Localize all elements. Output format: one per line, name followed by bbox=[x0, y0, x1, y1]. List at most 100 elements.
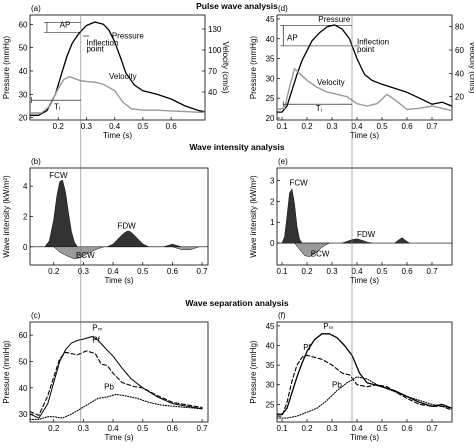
x-tick-label: 0.2 bbox=[48, 424, 60, 433]
panel-b: 0.2 0.3 0.4 0.5 0.6 0.7 0 2 4 Time (s) Wave intens… bbox=[2, 157, 209, 285]
annotation-label: point bbox=[86, 45, 104, 54]
annotation-label: Tᵢ bbox=[54, 103, 60, 112]
series-area-0 bbox=[281, 188, 303, 244]
x-tick-label: 0.3 bbox=[326, 122, 338, 131]
x-tick-label: 0.2 bbox=[301, 122, 313, 131]
y-tick-label: 4 bbox=[23, 182, 28, 191]
section-title-wave-intensity: Wave intensity analysis bbox=[189, 142, 284, 152]
series-area-4 bbox=[172, 246, 200, 251]
annotation-label: Inflection bbox=[86, 38, 118, 47]
annotation-label: Tᵢ bbox=[316, 104, 322, 113]
x-tick-label: 0.5 bbox=[376, 424, 388, 433]
y-tick-label: 40 bbox=[19, 384, 28, 393]
x-tick-label: 0.4 bbox=[108, 424, 120, 433]
plot-area bbox=[30, 179, 208, 260]
panels: 0.2 0.3 0.4 0.5 0.620304050604070100130Time … bbox=[2, 4, 474, 442]
y-tick-label: 30 bbox=[19, 90, 28, 99]
series-area-1 bbox=[53, 246, 105, 260]
x-tick-label: 0.6 bbox=[401, 424, 413, 433]
x-tick-label: 0.3 bbox=[78, 267, 90, 276]
x-tick-label: 0.5 bbox=[376, 267, 388, 276]
y-tick-label: 2 bbox=[23, 213, 28, 222]
x-tick-label: 0.6 bbox=[401, 267, 413, 276]
y-tick-label: 45 bbox=[266, 322, 275, 331]
x-axis-label: Time (s) bbox=[350, 131, 379, 140]
markers-a bbox=[31, 22, 90, 104]
y-tick-label: 60 bbox=[19, 331, 28, 340]
x-tick-label: 0.6 bbox=[167, 267, 179, 276]
y-axis-label: Wave intensity (kW/m²) bbox=[2, 175, 11, 258]
y-tick-label: 40 bbox=[266, 35, 275, 44]
plot-area bbox=[30, 21, 205, 116]
series-line-1 bbox=[30, 350, 203, 416]
series-line-0 bbox=[277, 333, 452, 415]
y-axis-label: Pressure (mmHg) bbox=[2, 36, 11, 99]
x-tick-label: 0.7 bbox=[426, 267, 438, 276]
x-tick-label: 0.3 bbox=[81, 122, 93, 131]
y-tick-label: 3 bbox=[270, 177, 275, 186]
y-right-axis-label: Velocity (cm/s) bbox=[468, 41, 474, 93]
annotation-label: FCW bbox=[290, 179, 309, 188]
panel-f: 0.1 0.2 0.3 0.4 0.5 0.6 0.7 25 30 35 40 45 Time (s) P… bbox=[249, 311, 453, 442]
x-tick-label: 0.5 bbox=[376, 122, 388, 131]
x-tick-label: 0.1 bbox=[276, 122, 288, 131]
annotation-label: FDW bbox=[357, 230, 376, 239]
x-tick-label: 0.2 bbox=[301, 424, 313, 433]
y-axis-label: Wave intensity (kW/m²) bbox=[249, 175, 258, 258]
y-tick-label: 0 bbox=[270, 239, 275, 248]
x-tick-label: 0.7 bbox=[426, 424, 438, 433]
y-right-tick-label: 80 bbox=[455, 23, 464, 32]
x-tick-label: 0.5 bbox=[137, 122, 149, 131]
plot-frame bbox=[29, 14, 206, 121]
x-tick-label: 0.5 bbox=[137, 267, 149, 276]
y-right-tick-label: 130 bbox=[208, 25, 222, 34]
annotation-label: Inflection bbox=[357, 38, 389, 47]
x-tick-label: 0.3 bbox=[326, 267, 338, 276]
plot-frame bbox=[29, 321, 209, 423]
series-area-3 bbox=[163, 243, 182, 248]
annotation-label: FDW bbox=[118, 222, 137, 231]
y-tick-label: 30 bbox=[19, 410, 28, 419]
annotation-label: Pressure bbox=[318, 15, 351, 24]
panel-label: (b) bbox=[31, 157, 41, 166]
annotation-label: AP bbox=[287, 33, 298, 42]
y-right-tick-label: 70 bbox=[208, 67, 217, 76]
section-title-separation: Wave separation analysis bbox=[185, 298, 288, 308]
annotation-label: AP bbox=[60, 21, 71, 30]
y-tick-label: 1 bbox=[270, 218, 275, 227]
y-tick-label: 20 bbox=[266, 114, 275, 123]
series-area-0 bbox=[44, 179, 78, 248]
series-line-2 bbox=[277, 376, 452, 419]
x-tick-label: 0.4 bbox=[351, 267, 363, 276]
markers-d bbox=[280, 25, 360, 108]
plot-frame bbox=[276, 321, 453, 423]
x-tick-label: 0.7 bbox=[197, 424, 209, 433]
y-right-tick-label: 100 bbox=[208, 46, 222, 55]
x-tick-label: 0.5 bbox=[137, 424, 149, 433]
y-tick-label: 40 bbox=[19, 67, 28, 76]
plot-area bbox=[277, 333, 452, 419]
annotation-label: Velocity bbox=[109, 72, 137, 81]
panel-label: (e) bbox=[278, 157, 288, 166]
x-tick-label: 0.1 bbox=[276, 267, 288, 276]
annotation-label: BCW bbox=[311, 250, 330, 259]
series-line-1 bbox=[277, 354, 452, 417]
y-axis-label: Pressure (mmHg) bbox=[2, 340, 11, 403]
series-line-0 bbox=[30, 336, 203, 419]
x-tick-label: 0.4 bbox=[108, 267, 120, 276]
x-axis-label: Time (s) bbox=[350, 433, 379, 442]
y-tick-label: 40 bbox=[266, 342, 275, 351]
y-tick-label: 30 bbox=[266, 381, 275, 390]
annotation-label: Pf bbox=[303, 343, 311, 352]
plot-area bbox=[30, 336, 203, 420]
x-tick-label: 0.6 bbox=[401, 122, 413, 131]
plot-area bbox=[277, 188, 452, 257]
annotation-label: BCW bbox=[76, 251, 95, 260]
plot-frame bbox=[276, 167, 453, 266]
y-axis-label: Pressure (mmHg) bbox=[249, 340, 258, 403]
y-right-axis-label: Velocity (cm/s) bbox=[221, 41, 230, 93]
y-tick-label: 50 bbox=[19, 44, 28, 53]
y-tick-label: 25 bbox=[266, 400, 275, 409]
series-area-2 bbox=[341, 238, 373, 244]
